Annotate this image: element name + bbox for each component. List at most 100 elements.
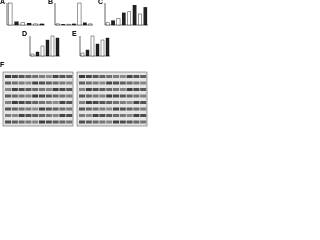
blot-band	[140, 94, 147, 98]
bar	[111, 20, 115, 26]
blot-band	[119, 101, 126, 104]
blot-band	[106, 94, 113, 98]
blot-band	[45, 114, 52, 117]
blot-band	[45, 101, 52, 104]
bar	[40, 45, 45, 57]
blot-band	[106, 114, 113, 117]
blot-band	[79, 114, 85, 117]
blot-band	[39, 120, 45, 124]
blot-band	[18, 101, 25, 104]
blot-band	[32, 101, 39, 104]
panel-label: E	[72, 31, 77, 38]
blot-band	[92, 88, 99, 91]
blot-band	[52, 107, 59, 111]
blot-band	[18, 75, 25, 78]
blot-band	[5, 81, 11, 85]
blot-band	[92, 101, 99, 104]
bar	[8, 2, 13, 26]
blot-band	[52, 101, 59, 104]
blot-band	[99, 81, 106, 85]
blot-band	[126, 88, 133, 91]
blot-band	[25, 120, 32, 124]
blot-band	[85, 101, 92, 104]
blot-band	[133, 88, 140, 91]
blot-band	[99, 101, 106, 104]
blot-band	[11, 88, 18, 91]
blot-band	[59, 88, 66, 91]
blot-band	[99, 88, 106, 91]
blot-band	[79, 120, 85, 124]
bar	[66, 23, 71, 26]
blot-band	[140, 120, 147, 124]
blot-band	[45, 94, 52, 98]
blot-frame	[76, 71, 148, 127]
blot-band	[99, 94, 106, 98]
blot-band	[32, 81, 39, 85]
blot-band	[119, 81, 126, 85]
blot-band	[5, 101, 11, 104]
blot-band	[11, 81, 18, 85]
blot-band	[79, 101, 85, 104]
bar	[132, 4, 137, 26]
blot-band	[5, 94, 11, 98]
blot-band	[92, 75, 99, 78]
blot-band	[126, 81, 133, 85]
bar	[105, 37, 110, 57]
blot-band	[85, 75, 92, 78]
blot-band	[66, 75, 73, 78]
blot-band	[39, 81, 45, 85]
blot-band	[39, 107, 45, 111]
bar	[33, 23, 38, 26]
blot-band	[126, 107, 133, 111]
blot-band	[113, 81, 119, 85]
bar	[20, 22, 25, 26]
bar	[14, 21, 19, 26]
blot-band	[5, 120, 11, 124]
page: A B C D E F (() => { const data = JSON.p…	[0, 0, 148, 127]
blot-band	[18, 107, 25, 111]
bar	[95, 43, 100, 57]
blot-band	[18, 114, 25, 117]
blot-band	[11, 75, 18, 78]
blot-band	[52, 120, 59, 124]
blot-band	[39, 88, 45, 91]
blot-band	[59, 114, 66, 117]
bar	[27, 23, 32, 26]
blot-band	[25, 81, 32, 85]
blot-band	[119, 88, 126, 91]
blot-band	[92, 120, 99, 124]
bar	[45, 39, 50, 57]
blot-band	[106, 101, 113, 104]
blot-band	[59, 94, 66, 98]
bar	[80, 52, 85, 57]
blot-band	[79, 94, 85, 98]
blot-band	[39, 114, 45, 117]
blot-band	[133, 120, 140, 124]
blot-band	[113, 94, 119, 98]
blot-band	[25, 75, 32, 78]
bar	[55, 23, 60, 26]
blot-band	[106, 88, 113, 91]
blot-band	[99, 107, 106, 111]
blot-band	[79, 88, 85, 91]
blot-band	[140, 75, 147, 78]
blot-band	[11, 114, 18, 117]
blot-band	[52, 114, 59, 117]
blot-band	[113, 120, 119, 124]
blot-band	[18, 120, 25, 124]
blot-band	[5, 75, 11, 78]
blot-band	[45, 75, 52, 78]
bar	[35, 51, 40, 57]
blot-band	[52, 94, 59, 98]
blot-band	[113, 114, 119, 117]
bar	[39, 23, 44, 26]
blot-band	[39, 94, 45, 98]
blot-band	[113, 101, 119, 104]
blot-band	[133, 101, 140, 104]
blot-band	[66, 88, 73, 91]
panel-label: A	[0, 0, 5, 6]
blot-band	[45, 88, 52, 91]
blot-band	[52, 75, 59, 78]
blot-band	[79, 107, 85, 111]
blot-band	[92, 107, 99, 111]
